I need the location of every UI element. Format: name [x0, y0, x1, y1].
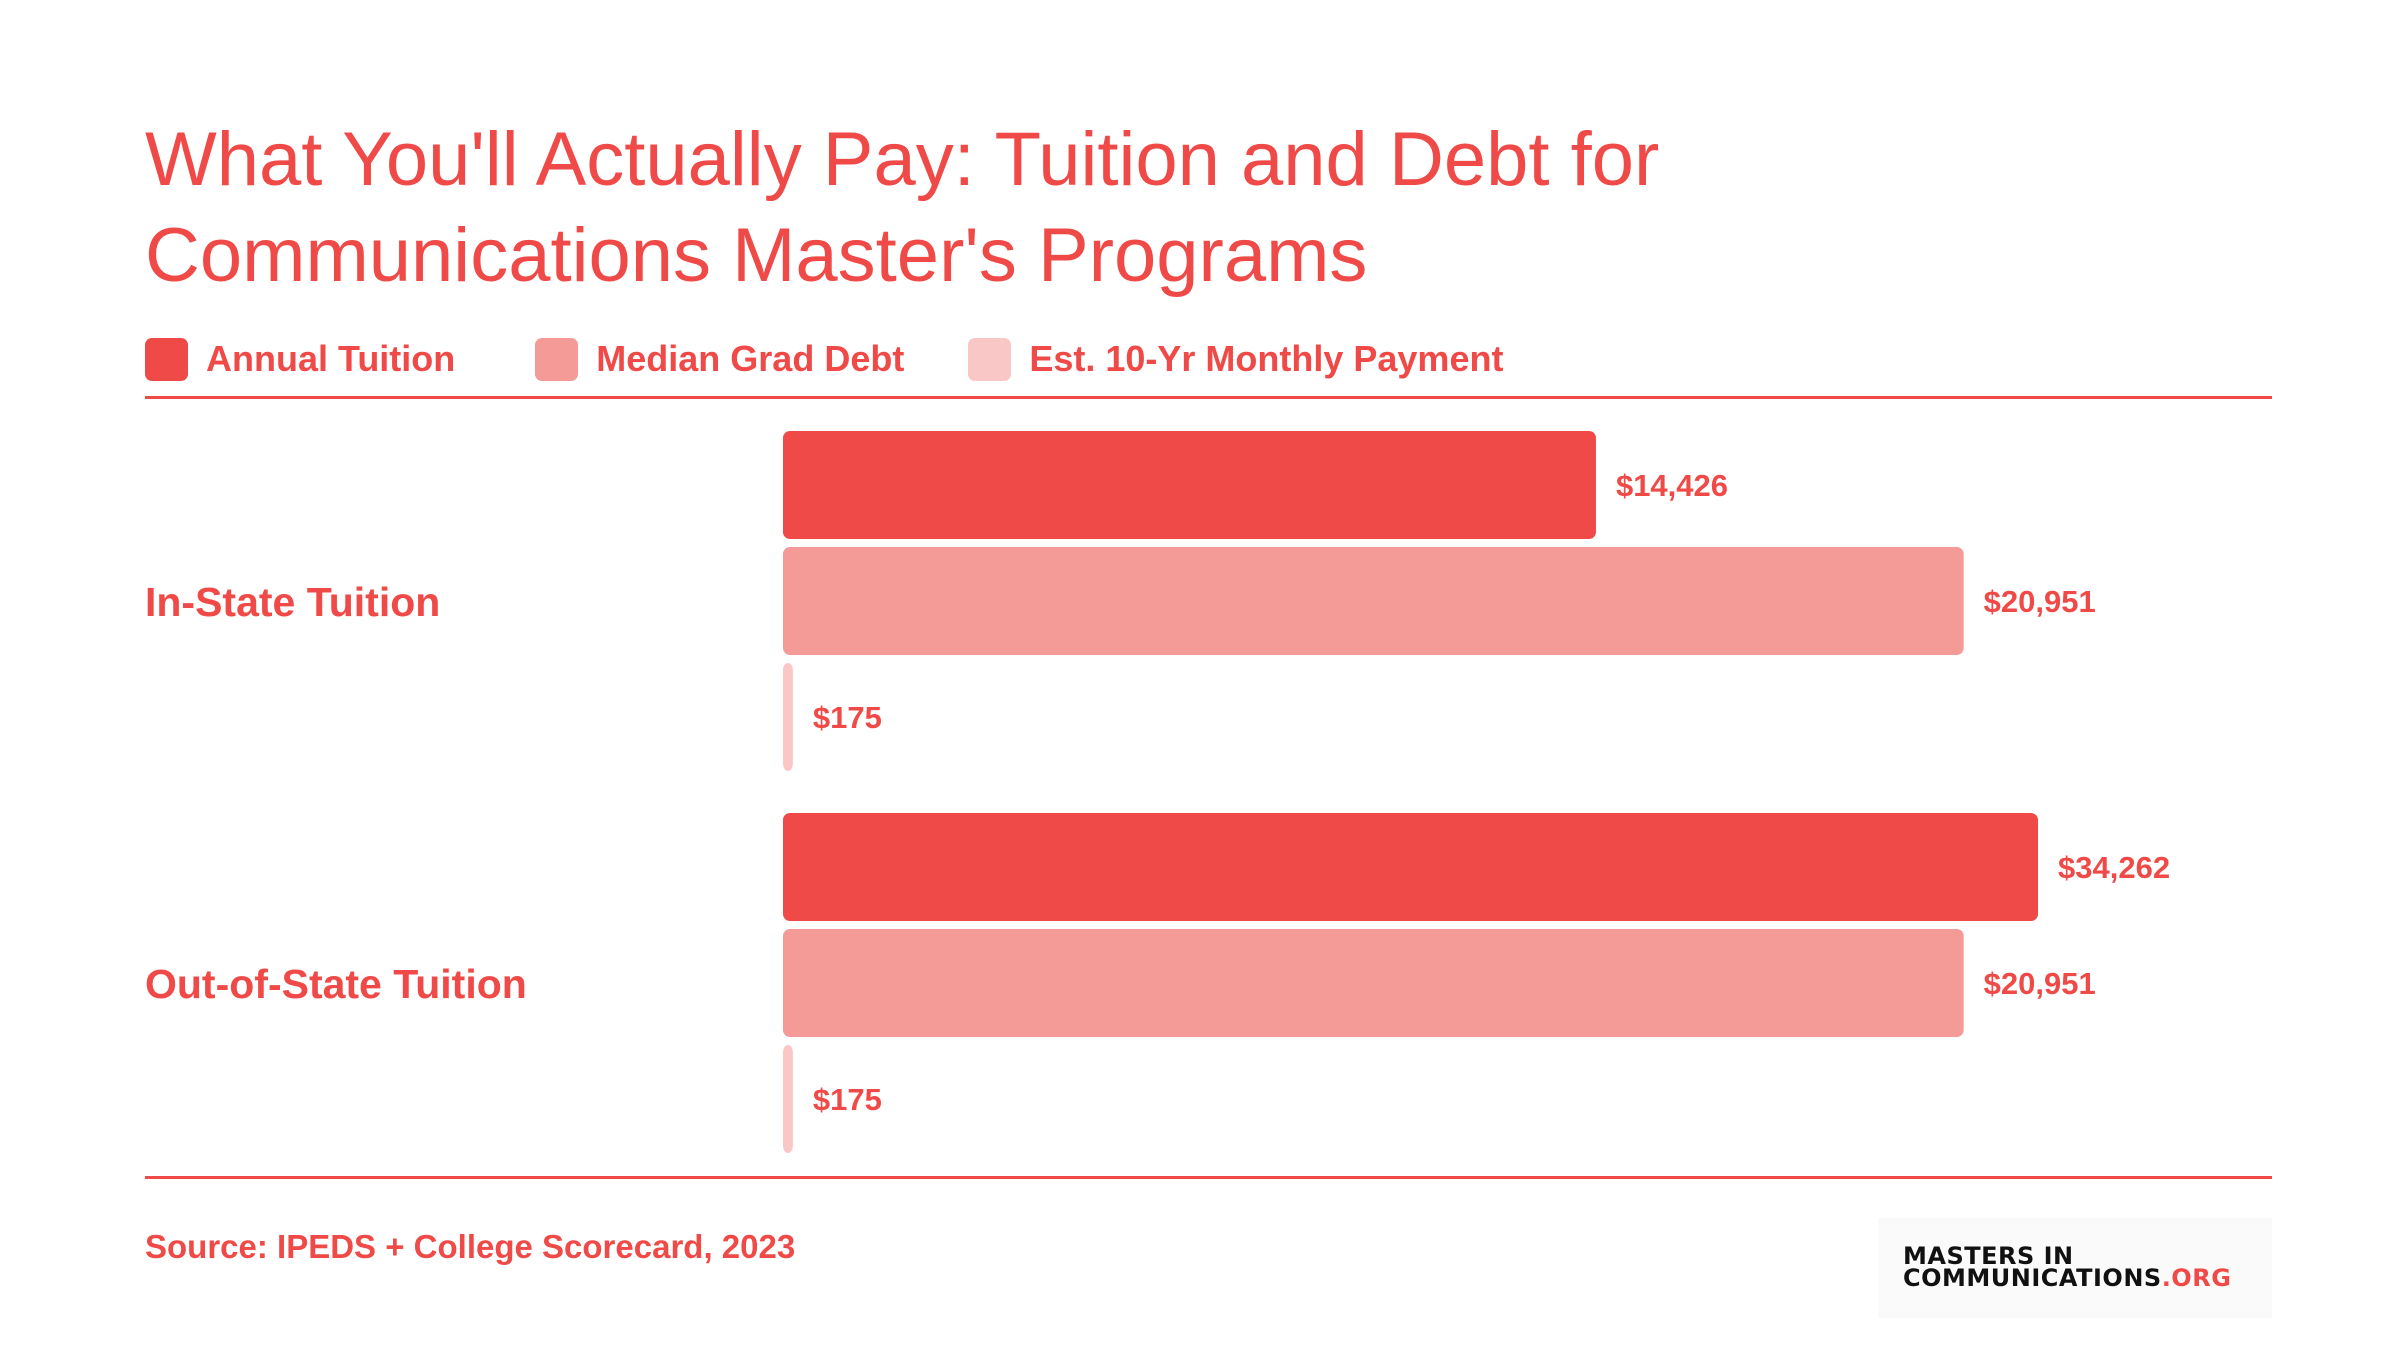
bottom-divider: [145, 1176, 2272, 1179]
source-note: Source: IPEDS + College Scorecard, 2023: [145, 1228, 796, 1265]
logo-text-main: COMMUNICATIONS: [1903, 1264, 2162, 1292]
legend-label-median-grad-debt: Median Grad Debt: [596, 338, 905, 379]
legend-swatch-monthly-payment: [968, 337, 1012, 381]
legend-item-median-grad-debt: Median Grad Debt: [535, 337, 905, 381]
brand-logo[interactable]: MASTERS IN COMMUNICATIONS.ORG: [1878, 1218, 2272, 1318]
bar-out-of-state-tuition-median-grad-debt: [783, 929, 1964, 1037]
legend-swatch-annual-tuition: [145, 337, 188, 381]
category-label-in-state-tuition: In-State Tuition: [145, 579, 440, 625]
bar-out-of-state-tuition-annual-tuition: [783, 813, 2038, 921]
data-label-in-state-tuition-median-grad-debt: $20,951: [1984, 584, 2096, 619]
data-label-in-state-tuition-annual-tuition: $14,426: [1616, 468, 1728, 503]
legend-swatch-median-grad-debt: [535, 337, 579, 381]
data-label-in-state-tuition-est-10-yr-monthly-payment: $175: [813, 700, 882, 735]
bar-in-state-tuition-annual-tuition: [783, 431, 1596, 539]
bar-in-state-tuition-median-grad-debt: [783, 547, 1964, 655]
data-label-out-of-state-tuition-est-10-yr-monthly-payment: $175: [813, 1082, 882, 1117]
category-label-out-of-state-tuition: Out-of-State Tuition: [145, 961, 527, 1007]
data-label-out-of-state-tuition-median-grad-debt: $20,951: [1984, 966, 2096, 1001]
logo-line-2: COMMUNICATIONS.ORG: [1903, 1266, 2231, 1290]
legend-item-monthly-payment: Est. 10-Yr Monthly Payment: [968, 337, 1504, 381]
legend-label-annual-tuition: Annual Tuition: [206, 338, 456, 379]
chart-title: What You'll Actually Pay: Tuition and De…: [145, 117, 1660, 298]
logo-text-suffix: .ORG: [2161, 1264, 2232, 1292]
legend: Annual Tuition Median Grad Debt Est. 10-…: [145, 334, 1503, 384]
bar-in-state-tuition-est-10-yr-monthly-payment: [783, 663, 793, 771]
top-divider: [145, 396, 2272, 399]
data-label-out-of-state-tuition-annual-tuition: $34,262: [2058, 850, 2170, 885]
legend-label-monthly-payment: Est. 10-Yr Monthly Payment: [1029, 338, 1504, 379]
legend-item-annual-tuition: Annual Tuition: [145, 337, 456, 381]
logo-line-1: MASTERS IN: [1903, 1242, 2074, 1270]
bar-out-of-state-tuition-est-10-yr-monthly-payment: [783, 1045, 793, 1153]
